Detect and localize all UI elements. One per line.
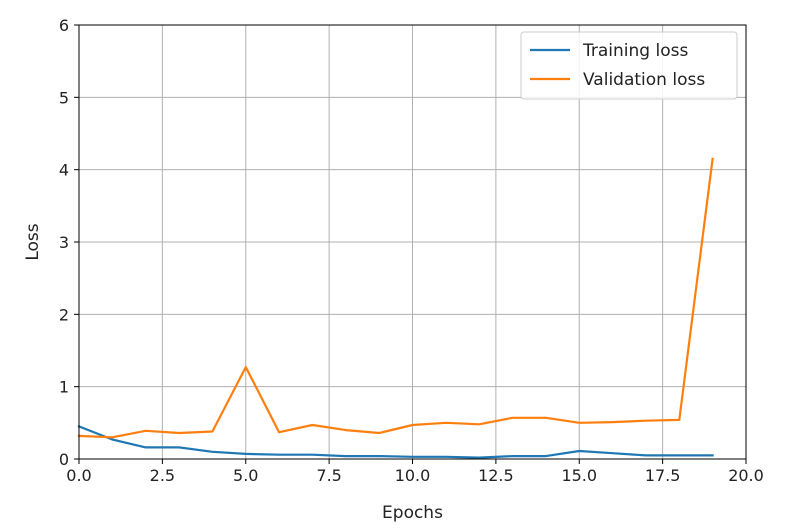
- y-tick-label: 1: [59, 378, 69, 397]
- x-tick-label: 0.0: [66, 466, 91, 485]
- series-lines: [77, 157, 714, 459]
- x-tick-label: 10.0: [395, 466, 431, 485]
- x-tick-label: 7.5: [316, 466, 341, 485]
- legend-box: [520, 31, 738, 100]
- y-tick-label: 3: [59, 233, 69, 252]
- legend: Training loss Validation loss: [520, 31, 738, 100]
- x-tick-label: 5.0: [233, 466, 258, 485]
- x-tick-label: 17.5: [645, 466, 681, 485]
- y-tick-label: 4: [59, 161, 69, 180]
- x-axis-label: Epochs: [382, 503, 443, 523]
- x-tick-label: 12.5: [478, 466, 514, 485]
- x-tick-label: 15.0: [561, 466, 597, 485]
- legend-label-validation-loss: Validation loss: [583, 70, 705, 90]
- y-axis-label: Loss: [23, 223, 43, 260]
- series-line-training-loss: [77, 424, 714, 459]
- y-tick-label: 0: [59, 450, 69, 469]
- axis-ticks: 0.0 2.5 5.0 7.5 10.0 12.5 15.0 17.5 20.0 0 1 2 3 4 5 6: [59, 16, 764, 485]
- x-tick-label: 20.0: [728, 466, 764, 485]
- x-tick-label: 2.5: [150, 466, 175, 485]
- y-tick-label: 6: [59, 16, 69, 35]
- y-tick-label: 2: [59, 305, 69, 324]
- y-tick-label: 5: [59, 88, 69, 107]
- series-line-validation-loss: [77, 157, 714, 439]
- legend-label-training-loss: Training loss: [582, 41, 688, 61]
